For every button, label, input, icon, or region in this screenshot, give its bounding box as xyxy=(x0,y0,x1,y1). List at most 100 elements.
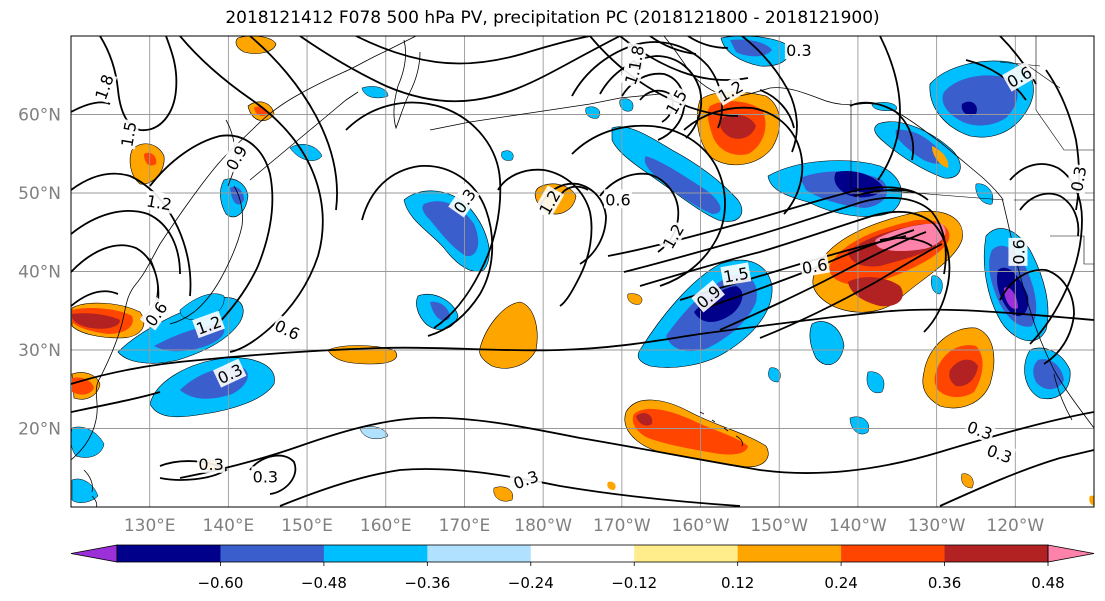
longitude-tick-label: 150°E xyxy=(281,516,333,536)
contour-label-text: 0.3 xyxy=(253,467,278,486)
colorbar-segment xyxy=(323,545,428,562)
longitude-tick-label: 120°W xyxy=(986,516,1044,536)
contour-label-background xyxy=(691,279,725,313)
colorbar-min-extension xyxy=(70,544,118,563)
contour-label-text: 0.3 xyxy=(786,41,811,60)
contour-label: 0.6 xyxy=(1008,237,1028,266)
contour-label-background xyxy=(213,358,247,388)
colorbar-segment xyxy=(427,545,532,562)
colorbar-segment xyxy=(530,545,635,562)
contour-label-text: 0.6 xyxy=(605,190,630,209)
contour-label-text: 1.5 xyxy=(722,264,750,287)
contour-label-background xyxy=(533,185,565,220)
contour-label-text: 1.5 xyxy=(662,86,691,118)
colorbar-tick-label: −0.48 xyxy=(301,574,347,592)
contour-label: 0.3 xyxy=(251,466,280,486)
colorbar-segment xyxy=(117,545,221,562)
longitude-tick-label: 130°W xyxy=(908,516,966,536)
longitude-tick-label: 140°W xyxy=(829,516,887,536)
contour-label: 1.5 xyxy=(720,262,752,287)
longitude-tick-label: 140°E xyxy=(203,516,255,536)
contour-label-background xyxy=(799,253,830,278)
contour-label-background xyxy=(139,296,172,331)
contour-label: 1.8 xyxy=(623,42,648,74)
contour-label-background xyxy=(116,118,140,150)
contour-label-background xyxy=(784,40,813,60)
colorbar-tick-label: −0.24 xyxy=(508,574,554,592)
colorbar-segment xyxy=(944,545,1049,562)
contour-label-background xyxy=(713,75,748,106)
longitude-tick-label: 170°W xyxy=(593,516,651,536)
contour-label-background xyxy=(448,183,480,218)
contour-label-text: 0.6 xyxy=(801,255,829,278)
colorbar-max-extension xyxy=(1047,544,1095,563)
longitude-tick-label: 170°E xyxy=(439,516,491,536)
longitude-tick-label: 180°W xyxy=(514,516,572,536)
colorbar-tick-label: −0.36 xyxy=(404,574,450,592)
colorbar-tick-label: −0.60 xyxy=(197,574,243,592)
colorbar-tick-label: 0.48 xyxy=(1031,574,1064,592)
contour-label-background xyxy=(963,415,997,444)
longitude-labels: 130°E 140°E 150°E 160°E 170°E 180°W 170°W 160°W… xyxy=(124,516,1045,536)
contour-label-background xyxy=(251,466,280,486)
contour-label: 0.3 xyxy=(509,465,543,493)
colorbar: −0.60 −0.48 −0.36 −0.24 −0.12 0.12 0.24 0.36 0.4… xyxy=(70,544,1095,592)
contour-label-background xyxy=(509,465,543,493)
contour-label-text: 0.3 xyxy=(1067,165,1090,193)
contour-label-text: 0.6 xyxy=(272,316,303,344)
longitude-tick-label: 150°W xyxy=(750,516,808,536)
contour-label: 0.3 xyxy=(1065,163,1090,195)
map-frame xyxy=(70,35,1095,508)
latitude-tick-label: 50°N xyxy=(18,184,61,204)
colorbar-tick-label: 0.36 xyxy=(928,574,961,592)
contour-label-background xyxy=(983,439,1017,467)
contour-label: 0.9 xyxy=(220,140,252,175)
contour-label-text: 0.9 xyxy=(222,142,251,174)
contour-label: 1.5 xyxy=(116,118,141,150)
contour-label-text: 1.5 xyxy=(117,120,140,148)
contour-label-background xyxy=(1008,237,1028,266)
colorbar-segment xyxy=(634,545,739,562)
contour-label: 1.8 xyxy=(89,70,118,104)
map-title: 2018121412 F078 500 hPa PV, precipitatio… xyxy=(225,8,880,28)
graticule xyxy=(71,36,1094,507)
contour-label-background xyxy=(192,310,225,339)
contour-label: 0.3 xyxy=(963,415,997,444)
longitude-tick-label: 160°W xyxy=(672,516,730,536)
contour-label: 0.3 xyxy=(784,40,813,60)
colorbar-segment xyxy=(220,545,325,562)
borders xyxy=(850,36,1094,265)
latitude-labels: 60°N 50°N 40°N 30°N 20°N xyxy=(18,106,61,440)
longitude-tick-label: 160°E xyxy=(360,516,412,536)
contour-label-text: 0.3 xyxy=(198,455,223,474)
contour-label: 0.6 xyxy=(799,253,830,278)
colorbar-tick-label: −0.12 xyxy=(611,574,657,592)
contour-label: 1.2 xyxy=(143,190,175,214)
latitude-tick-label: 20°N xyxy=(18,420,61,440)
contour-label-text: 0.6 xyxy=(1009,239,1028,264)
contour-label-background xyxy=(270,314,305,344)
contour-label-background xyxy=(1002,61,1036,92)
contour-label-background xyxy=(197,453,226,473)
contour-label-background xyxy=(623,42,648,74)
colorbar-segment xyxy=(737,545,842,562)
contour-label-background xyxy=(660,84,691,119)
latitude-tick-label: 60°N xyxy=(18,106,61,126)
contour-label-background xyxy=(220,140,252,175)
contour-label: 0.3 xyxy=(197,453,226,474)
contour-label-background xyxy=(1065,163,1090,195)
colorbar-outline xyxy=(116,544,1049,563)
longitude-tick-label: 130°E xyxy=(124,516,176,536)
contour-label: 0.3 xyxy=(983,439,1017,467)
contour-label: 0.6 xyxy=(603,189,632,209)
colorbar-tick-label: 0.24 xyxy=(824,574,857,592)
colorbar-tick-label: 0.12 xyxy=(721,574,754,592)
contour-label-text: 1.8 xyxy=(625,44,648,72)
contour-label-background xyxy=(603,189,632,209)
latitude-tick-label: 40°N xyxy=(18,263,61,283)
contour-label-background xyxy=(143,190,175,214)
colorbar-segment xyxy=(841,545,946,562)
contour-label-text: 1.2 xyxy=(145,191,173,214)
